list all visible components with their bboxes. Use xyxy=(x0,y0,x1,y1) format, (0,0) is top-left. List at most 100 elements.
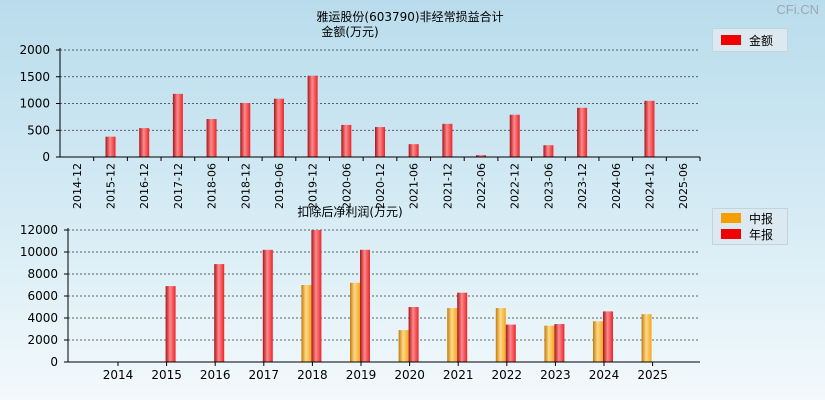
chart2-bar-annual xyxy=(214,264,225,362)
chart2-bar-annual xyxy=(165,286,176,362)
chart2-bar-annual xyxy=(554,324,565,362)
legend-swatch-amount xyxy=(721,35,741,45)
chart2-xtick-label: 2016 xyxy=(200,368,231,382)
legend-swatch-interim xyxy=(721,213,741,223)
chart1-xtick-label: 2018-06 xyxy=(206,163,219,209)
chart2-xtick-label: 2014 xyxy=(103,368,134,382)
chart2-bar-interim xyxy=(593,321,603,362)
chart1-bar xyxy=(341,124,352,157)
chart2-ytick-label: 10000 xyxy=(20,245,58,259)
legend-label-annual: 年报 xyxy=(749,227,774,242)
chart1-ytick-label: 1000 xyxy=(19,97,50,111)
chart2-xtick-label: 2023 xyxy=(540,368,571,382)
chart1-bar xyxy=(172,93,183,157)
chart2-ytick-label: 6000 xyxy=(27,289,58,303)
chart1-bar xyxy=(408,144,419,157)
chart1-xtick-label: 2020-12 xyxy=(374,163,387,209)
chart1-bar xyxy=(442,123,453,157)
chart1-bar xyxy=(509,114,520,157)
chart2-bar-annual xyxy=(311,230,322,362)
chart2-xtick-label: 2024 xyxy=(589,368,620,382)
chart1-ytick-label: 0 xyxy=(42,150,50,164)
chart2-xtick-label: 2015 xyxy=(151,368,182,382)
chart1-bar xyxy=(577,107,588,157)
chart2-bar-interim xyxy=(495,308,506,362)
chart1-xtick-label: 2017-12 xyxy=(172,163,185,209)
chart2-xtick-label: 2022 xyxy=(492,368,523,382)
chart1-bar xyxy=(307,75,318,157)
chart1-bars xyxy=(105,75,655,157)
chart2-bar-annual xyxy=(262,249,273,362)
chart1-xtick-label: 2021-12 xyxy=(441,163,454,209)
chart1-bar xyxy=(139,128,150,157)
chart2-ytick-label: 8000 xyxy=(27,267,58,281)
chart2-xtick-label: 2021 xyxy=(443,368,474,382)
chart1-xtick-label: 2018-12 xyxy=(239,163,252,209)
chart2-bar-annual xyxy=(505,324,516,362)
legend-label-amount: 金额 xyxy=(749,33,774,48)
chart1-bar xyxy=(543,145,554,157)
watermark: CFi.CN xyxy=(776,2,819,17)
chart1-axes xyxy=(59,48,700,158)
chart1-xtick-label: 2022-12 xyxy=(509,163,522,209)
chart1-bar xyxy=(105,136,116,157)
chart1-xtick-label: 2025-06 xyxy=(677,163,690,209)
chart1-subtitle: 金额(万元) xyxy=(321,24,378,39)
chart1: 雅运股份(603790)非经常损益合计 金额(万元) 0 500 1000 1500 2… xyxy=(19,9,701,209)
chart1-xtick-label: 2014-12 xyxy=(71,163,84,209)
chart1-bar xyxy=(644,100,655,157)
chart2-ytick-label: 2000 xyxy=(27,333,58,347)
chart2-bars xyxy=(165,230,652,362)
chart2-bar-interim xyxy=(301,285,312,362)
chart2-xtick-label: 2017 xyxy=(249,368,280,382)
chart1-xtick-label: 2023-06 xyxy=(542,163,555,209)
chart1-bar xyxy=(273,98,284,157)
chart2-axes xyxy=(67,228,700,363)
chart1-y-ticks: 0 500 1000 1500 2000 xyxy=(19,43,60,164)
chart1-xtick-label: 2023-12 xyxy=(576,163,589,209)
chart1-grid xyxy=(60,49,700,131)
chart1-ytick-label: 500 xyxy=(27,123,50,137)
chart1-x-ticks: 2014-12 2015-12 2016-12 2017-12 2018-06 2018-… xyxy=(71,157,701,209)
chart1-xtick-label: 2022-06 xyxy=(475,163,488,209)
legend-label-interim: 中报 xyxy=(749,211,774,226)
chart2-title: 扣除后净利润(万元) xyxy=(297,204,402,219)
chart2-bar-interim xyxy=(398,330,409,362)
chart1-xtick-label: 2024-12 xyxy=(643,163,656,209)
chart1-bar xyxy=(206,119,217,157)
chart2-ytick-label: 0 xyxy=(50,355,58,369)
chart2-xtick-label: 2019 xyxy=(346,368,377,382)
chart1-legend: 金额 xyxy=(712,28,788,52)
chart2-legend: 中报 年报 xyxy=(712,208,788,245)
chart2-y-ticks: 0 2000 4000 6000 8000 10000 12000 xyxy=(20,223,68,369)
chart1-bar xyxy=(476,155,487,157)
chart2-xtick-label: 2020 xyxy=(394,368,425,382)
chart2-bar-annual xyxy=(408,307,419,362)
chart1-bar xyxy=(240,102,251,157)
chart1-xtick-label: 2020-06 xyxy=(340,163,353,209)
legend-swatch-annual xyxy=(721,229,741,239)
chart1-xtick-label: 2016-12 xyxy=(138,163,151,209)
chart1-ytick-label: 1500 xyxy=(19,70,50,84)
chart2-bar-interim xyxy=(544,325,555,362)
chart2-bar-interim xyxy=(447,308,458,362)
chart2-bar-annual xyxy=(603,311,613,362)
chart2-ytick-label: 4000 xyxy=(27,311,58,325)
chart2-bar-annual xyxy=(360,249,370,362)
chart1-ytick-label: 2000 xyxy=(19,43,50,57)
chart2-bar-interim xyxy=(350,282,360,362)
chart2-x-ticks: 2014 2015 2016 2017 2018 2019 2020 2021 2022 2023… xyxy=(103,362,668,382)
chart2: 扣除后净利润(万元) 0 2000 4000 6000 8000 10000 12000 2… xyxy=(20,204,700,382)
chart1-xtick-label: 2021-06 xyxy=(408,163,421,209)
chart2-bar-interim xyxy=(641,314,652,362)
chart2-xtick-label: 2025 xyxy=(637,368,668,382)
chart1-title: 雅运股份(603790)非经常损益合计 xyxy=(316,9,503,24)
chart1-xtick-label: 2015-12 xyxy=(105,163,118,209)
chart1-xtick-label: 2024-06 xyxy=(610,163,623,209)
chart2-bar-annual xyxy=(457,292,468,362)
chart2-ytick-label: 12000 xyxy=(20,223,58,237)
chart1-xtick-label: 2019-06 xyxy=(273,163,286,209)
chart1-xtick-label: 2019-12 xyxy=(307,163,320,209)
chart2-xtick-label: 2018 xyxy=(297,368,328,382)
